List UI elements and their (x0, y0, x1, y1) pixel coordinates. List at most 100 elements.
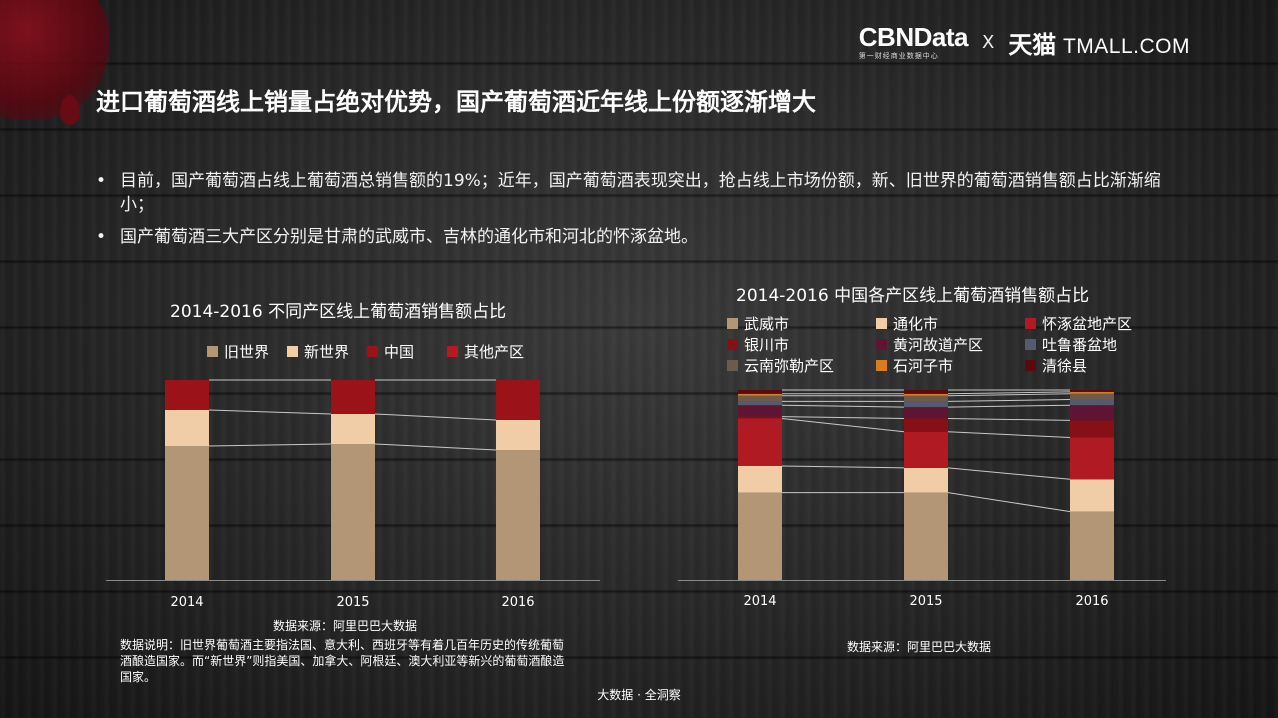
bar-segment (1070, 393, 1114, 400)
x-tick-label: 2015 (336, 595, 369, 610)
bar-segment (904, 393, 948, 396)
series-connector-line (947, 391, 1071, 395)
page-title: 进口葡萄酒线上销量占绝对优势，国产葡萄酒近年线上份额逐渐增大 (96, 88, 816, 116)
series-connector-line (208, 443, 332, 447)
series-connector-line (781, 418, 905, 433)
legend-swatch (1025, 339, 1036, 350)
legend-swatch (287, 346, 298, 357)
bar-segment (738, 418, 782, 466)
bar-segment (904, 407, 948, 419)
bullet-item: • 国产葡萄酒三大产区分别是甘肃的武威市、吉林的通化市和河北的怀涿盆地。 (96, 225, 1186, 249)
bar-segment (165, 380, 209, 410)
header-logo: CBNData 第一财经商业数据中心 X 天猫 TMALL.COM (859, 24, 1190, 61)
footer-tagline: 大数据 · 全洞察 (597, 688, 681, 702)
series-connector-line (781, 465, 905, 469)
bar-segment (738, 416, 782, 419)
right-data-source: 数据来源：阿里巴巴大数据 (847, 640, 992, 654)
bar-segment (904, 401, 948, 408)
series-connector-line (947, 467, 1071, 480)
bar-segment (738, 466, 782, 493)
bar-segment (331, 380, 375, 414)
legend-entry: 武威市 (727, 313, 789, 334)
left-chart: 2014 2015 2016 (106, 379, 600, 610)
series-connector-line (781, 416, 905, 419)
legend-swatch (207, 346, 218, 357)
cbndata-logo: CBNData 第一财经商业数据中心 (859, 24, 969, 61)
bullet-item: • 目前，国产葡萄酒占线上葡萄酒总销售额的19%；近年，国产葡萄酒表现突出，抢占… (96, 169, 1186, 217)
series-connector-line (208, 409, 332, 415)
bar-segment (496, 450, 540, 580)
bar-segment (1070, 405, 1114, 421)
series-connector-line (374, 443, 497, 451)
bar-segment (1070, 390, 1114, 392)
bullet-list: • 目前，国产葡萄酒占线上葡萄酒总销售额的19%；近年，国产葡萄酒表现突出，抢占… (96, 169, 1186, 257)
series-connector-line (781, 404, 905, 408)
legend-label: 中国 (384, 343, 415, 361)
bar-segment (1070, 399, 1114, 406)
legend-entry: 中国 (367, 341, 414, 362)
bar-segment (904, 395, 948, 402)
series-connector-line (947, 431, 1071, 438)
legend-swatch (1025, 318, 1036, 329)
bar-segment (738, 405, 782, 417)
bar-segment (738, 393, 782, 396)
legend-label: 通化市 (893, 315, 939, 333)
right-chart-title: 2014-2016 中国各产区线上葡萄酒销售额占比 (736, 286, 1090, 306)
legend-entry: 黄河故道产区 (876, 334, 983, 355)
legend-swatch (447, 346, 458, 357)
bullet-dot: • (96, 227, 107, 247)
x-tick-label: 2016 (1075, 594, 1108, 609)
legend-swatch (727, 360, 738, 371)
bar-segment (496, 420, 540, 450)
wine-splash-decoration (0, 0, 110, 120)
legend-label: 吐鲁番盆地 (1042, 336, 1118, 354)
legend-label: 银川市 (744, 336, 790, 354)
x-tick-label: 2015 (909, 594, 942, 609)
x-tick-label: 2016 (501, 595, 534, 610)
wine-drop-decoration (60, 95, 80, 125)
series-connector-line (374, 413, 497, 421)
legend-label: 怀涿盆地产区 (1042, 315, 1133, 333)
legend-entry: 云南弥勒产区 (727, 355, 834, 376)
series-connector-line (947, 404, 1071, 408)
series-connector-line (947, 492, 1071, 513)
legend-swatch (876, 339, 887, 350)
bar-segment (904, 467, 948, 493)
bar-segment (738, 395, 782, 402)
bar-segment (904, 492, 948, 580)
bar-segment (738, 401, 782, 406)
legend-label: 云南弥勒产区 (744, 357, 835, 375)
legend-label: 清徐县 (1042, 357, 1088, 375)
bar-segment (1070, 391, 1114, 394)
legend-entry: 石河子市 (876, 355, 953, 376)
bar-segment (738, 492, 782, 580)
legend-entry: 吐鲁番盆地 (1025, 334, 1117, 355)
series-connector-line (947, 418, 1071, 421)
bar-segment (1070, 437, 1114, 480)
legend-swatch (1025, 360, 1036, 371)
legend-entry: 银川市 (727, 334, 789, 355)
right-chart-legend: 武威市 通化市 怀涿盆地产区银川市 黄河故道产区 吐鲁番盆地云南弥勒产区 石河子市 清徐县 (727, 313, 1167, 379)
left-data-source: 数据来源：阿里巴巴大数据 (273, 619, 418, 633)
bullet-text: 目前，国产葡萄酒占线上葡萄酒总销售额的19%；近年，国产葡萄酒表现突出，抢占线上… (120, 171, 1161, 215)
bar-segment (1070, 420, 1114, 438)
bar-segment (738, 390, 782, 394)
legend-swatch (727, 339, 738, 350)
tmall-logo: 天猫 TMALL.COM (1008, 25, 1190, 60)
legend-entry: 其他产区 (447, 341, 524, 362)
left-chart-title: 2014-2016 不同产区线上葡萄酒销售额占比 (170, 302, 507, 322)
legend-label: 其他产区 (464, 343, 525, 361)
bar-segment (904, 431, 948, 468)
bar-segment (165, 410, 209, 446)
tmall-en: TMALL.COM (1062, 35, 1190, 58)
legend-swatch (876, 318, 887, 329)
legend-entry: 通化市 (876, 313, 938, 334)
x-tick-label: 2014 (743, 594, 776, 609)
legend-entry: 新世界 (287, 341, 349, 362)
bar-segment (904, 390, 948, 394)
series-connector-line (947, 399, 1071, 402)
right-chart: 2014 2015 2016 (678, 389, 1166, 609)
legend-label: 黄河故道产区 (893, 336, 984, 354)
series-connector-line (947, 393, 1071, 397)
left-chart-legend: 旧世界 新世界 中国 其他产区 (207, 341, 537, 361)
